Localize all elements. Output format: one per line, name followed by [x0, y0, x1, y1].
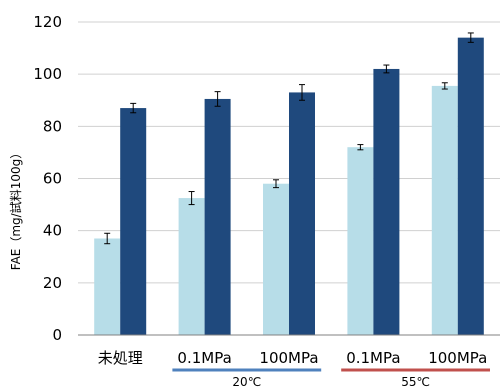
error-bar-series-1-3: [273, 179, 279, 189]
bar-series-1-1: [94, 238, 121, 335]
x-tick-label: 0.1MPa: [177, 349, 231, 367]
bar-series-2-4: [373, 68, 400, 335]
group-labels: 20℃ 55℃: [172, 368, 490, 388]
y-tick-label: 20: [43, 274, 62, 292]
bar-series-1-4: [347, 147, 374, 335]
error-bar-series-1-4: [357, 144, 364, 151]
y-tick-label: 80: [43, 117, 62, 135]
x-tick-label: 0.1MPa: [346, 349, 400, 367]
error-bar-series-2-2: [214, 91, 221, 107]
bar-series-1-2: [178, 198, 205, 335]
y-tick-label: 120: [33, 13, 62, 31]
y-tick-label: 40: [43, 222, 62, 240]
error-bar-series-2-5: [467, 32, 474, 43]
bar-series-1-3: [263, 183, 289, 335]
bars: [94, 37, 484, 336]
error-bar-series-2-3: [299, 84, 305, 101]
group-label: 20℃: [232, 375, 261, 388]
error-bar-series-2-4: [383, 64, 390, 74]
error-bar-series-2-1: [130, 102, 137, 114]
bar-series-2-1: [120, 108, 147, 335]
x-tick-label: 100MPa: [259, 349, 318, 367]
y-tick-label: 100: [33, 65, 62, 83]
bar-series-2-3: [289, 92, 315, 335]
x-tick-label: 未処理: [98, 349, 143, 367]
y-tick-label: 0: [52, 326, 62, 344]
y-tick-labels: 0 20 40 60 80 100 120: [33, 13, 62, 344]
bar-series-2-2: [204, 98, 231, 335]
error-bar-series-1-1: [104, 232, 111, 245]
group-label: 55℃: [401, 375, 430, 388]
bar-series-2-5: [457, 37, 484, 336]
error-bars: [104, 32, 474, 245]
y-tick-label: 60: [43, 170, 62, 188]
x-tick-labels: 未処理 0.1MPa 100MPa 0.1MPa 100MPa: [98, 349, 488, 367]
bar-series-1-5: [431, 85, 458, 335]
error-bar-series-1-5: [441, 82, 448, 90]
x-tick-label: 100MPa: [428, 349, 487, 367]
y-axis-label: FAE（mg/試料100g）: [8, 147, 23, 270]
error-bar-series-1-2: [188, 191, 195, 206]
